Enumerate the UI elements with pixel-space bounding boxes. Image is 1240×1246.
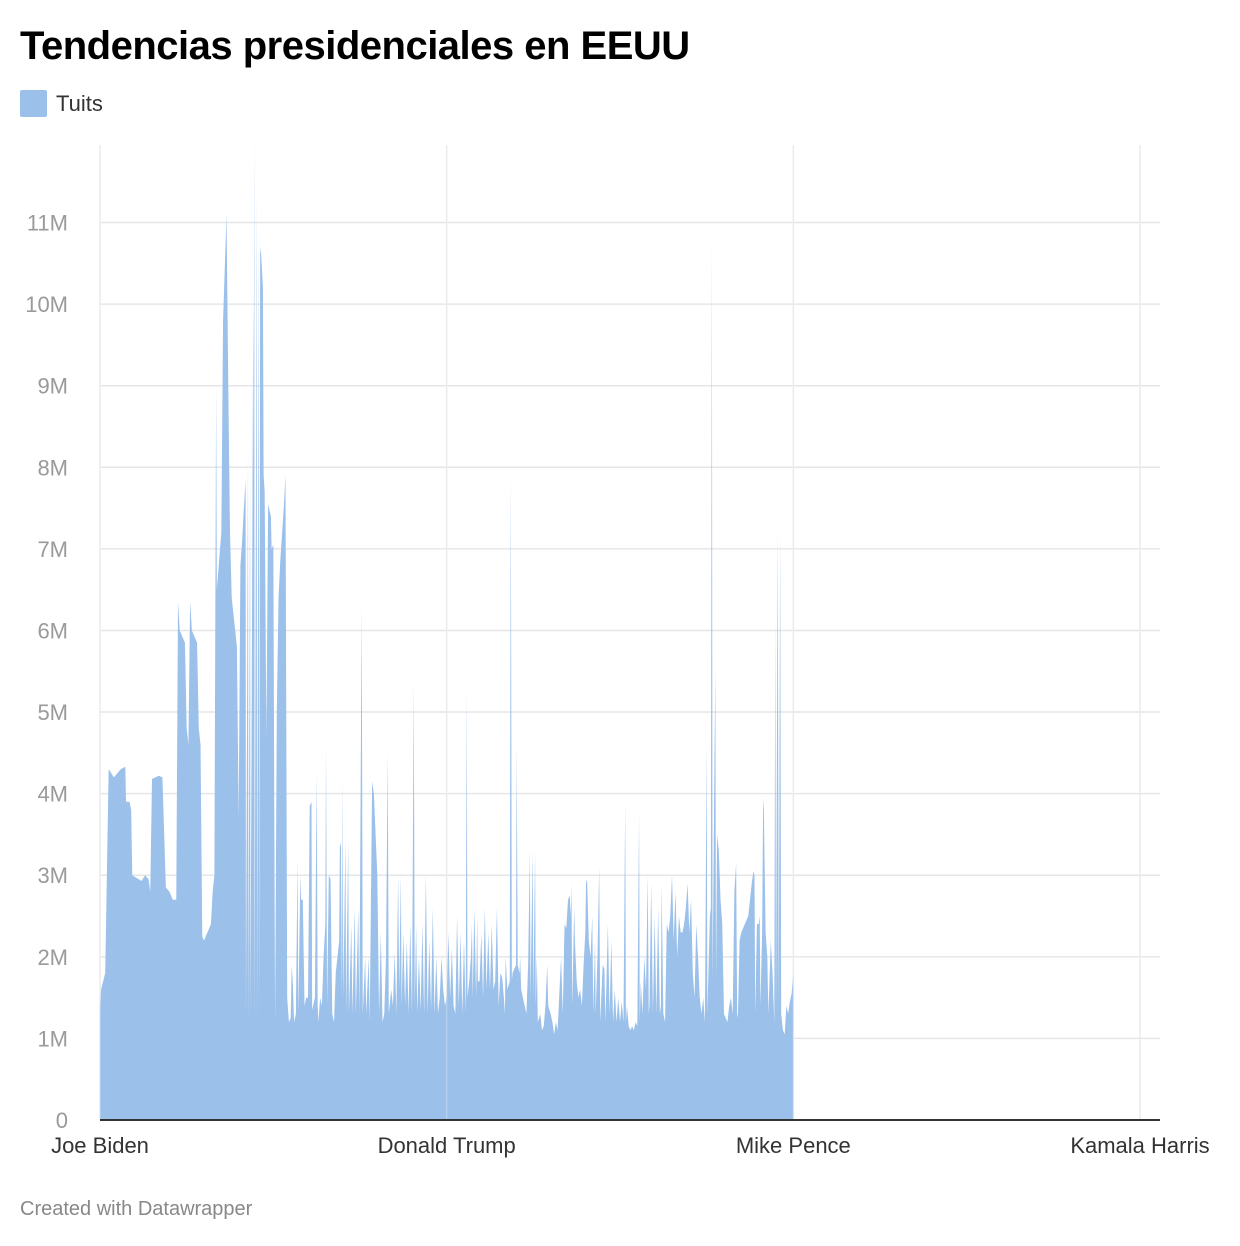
y-tick-label: 7M [37, 537, 68, 562]
x-tick-label: Donald Trump [378, 1133, 516, 1158]
y-tick-label: 8M [37, 455, 68, 480]
y-tick-label: 0 [56, 1108, 68, 1133]
y-tick-label: 3M [37, 863, 68, 888]
x-tick-label: Joe Biden [51, 1133, 149, 1158]
area-series [99, 132, 1141, 1120]
legend-swatch [20, 90, 47, 117]
y-tick-label: 5M [37, 700, 68, 725]
y-tick-label: 2M [37, 945, 68, 970]
y-tick-label: 10M [25, 292, 68, 317]
y-tick-label: 9M [37, 374, 68, 399]
area-series-tuits [100, 132, 794, 1120]
y-tick-label: 4M [37, 782, 68, 807]
y-tick-label: 1M [37, 1026, 68, 1051]
x-tick-label: Kamala Harris [1070, 1133, 1209, 1158]
x-tick-label: Mike Pence [736, 1133, 851, 1158]
y-tick-label: 11M [27, 211, 68, 236]
area-chart: 0 1M 2M 3M 4M 5M 6M 7M 8M 9M 10M 11M Joe Biden Donald… [25, 132, 1210, 1158]
legend: Tuits [20, 90, 103, 117]
footer-credit: Created with Datawrapper [20, 1198, 253, 1220]
tick-labels: 0 1M 2M 3M 4M 5M 6M 7M 8M 9M 10M 11M Joe Biden Donald… [25, 211, 1209, 1158]
legend-label: Tuits [56, 90, 103, 116]
chart-title: Tendencias presidenciales en EEUU [20, 24, 690, 68]
y-tick-label: 6M [37, 618, 68, 643]
